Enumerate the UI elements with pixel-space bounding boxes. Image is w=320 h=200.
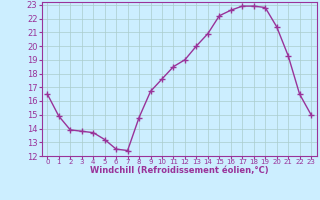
X-axis label: Windchill (Refroidissement éolien,°C): Windchill (Refroidissement éolien,°C)	[90, 166, 268, 175]
